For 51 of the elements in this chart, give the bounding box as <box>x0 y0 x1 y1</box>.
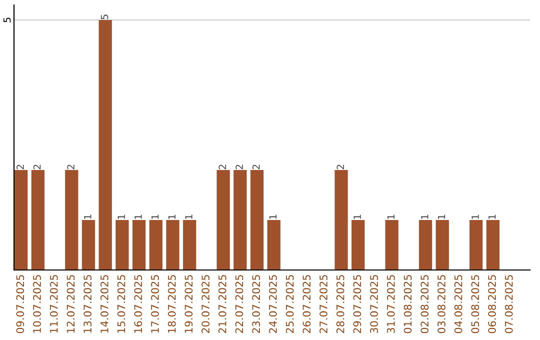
x-tick-label: 19.07.2025 <box>184 275 193 333</box>
data-label: 2 <box>252 164 260 170</box>
data-label: 5 <box>100 14 108 20</box>
x-tick-label: 24.07.2025 <box>268 275 277 334</box>
x-tick-label: 20.07.2025 <box>202 275 210 334</box>
data-label: 2 <box>16 164 24 170</box>
x-tick-label: 02.08.2025 <box>420 275 429 334</box>
x-tick-label: 22.07.2025 <box>235 275 244 334</box>
x-tick-label: 25.07.2025 <box>286 275 294 334</box>
x-tick-label: 06.08.2025 <box>488 275 496 334</box>
data-label: 1 <box>84 214 92 219</box>
x-tick-label: 30.07.2025 <box>370 275 378 334</box>
data-label: 1 <box>134 214 142 219</box>
data-label: 2 <box>218 164 226 170</box>
x-tick-label: 14.07.2025 <box>100 275 108 333</box>
data-label: 1 <box>354 214 361 219</box>
x-tick-label: 15.07.2025 <box>117 275 126 333</box>
x-tick-label: 09.07.2025 <box>16 275 24 334</box>
x-tick-label: 27.07.2025 <box>320 275 328 334</box>
data-label: 1 <box>269 214 277 219</box>
data-label: 1 <box>387 214 394 219</box>
x-tick-label: 26.07.2025 <box>302 275 311 334</box>
data-label: 2 <box>236 164 243 170</box>
x-tick-label: 04.08.2025 <box>454 275 462 334</box>
x-tick-label: 28.07.2025 <box>336 275 344 334</box>
x-tick-label: 29.07.2025 <box>353 275 362 334</box>
x-tick-label: 23.07.2025 <box>252 275 260 334</box>
data-label: 1 <box>168 214 176 219</box>
data-label: 2 <box>336 164 344 170</box>
x-tick-label: 03.08.2025 <box>438 275 446 334</box>
x-tick-label: 13.07.2025 <box>84 275 92 333</box>
x-tick-label: 12.07.2025 <box>66 275 75 333</box>
x-tick-label: 07.08.2025 <box>504 275 513 334</box>
x-tick-label: 21.07.2025 <box>218 275 226 334</box>
data-label: 1 <box>488 214 496 219</box>
x-tick-label: 16.07.2025 <box>134 275 142 333</box>
data-label: 1 <box>421 214 428 219</box>
data-label: 1 <box>151 214 159 219</box>
x-tick-label: 18.07.2025 <box>168 275 176 333</box>
data-label: 1 <box>185 214 192 219</box>
x-tick-label: 05.08.2025 <box>471 275 480 334</box>
x-tick-label: 17.07.2025 <box>151 275 159 333</box>
data-label: 2 <box>33 164 41 170</box>
data-label: 1 <box>118 214 125 219</box>
data-label: 1 <box>472 214 479 219</box>
x-tick-label: 01.08.2025 <box>404 275 412 334</box>
data-label: 2 <box>67 164 74 170</box>
x-tick-label: 10.07.2025 <box>33 275 41 333</box>
x-tick-label: 11.07.2025 <box>50 275 58 333</box>
data-label: 1 <box>438 214 446 219</box>
x-tick-label: 31.07.2025 <box>386 275 395 334</box>
